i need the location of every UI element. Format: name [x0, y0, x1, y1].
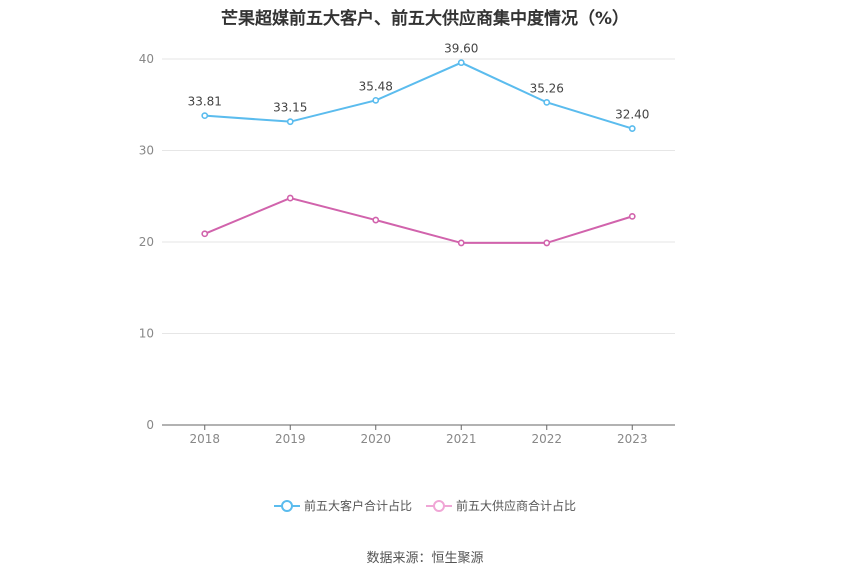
- data-point: [286, 118, 294, 126]
- legend-label-suppliers: 前五大供应商合计占比: [456, 499, 577, 513]
- x-tick-label: 2020: [360, 432, 391, 446]
- data-point: [543, 239, 551, 247]
- legend-dot-customers: [280, 499, 293, 512]
- legend-marker-customers: [273, 499, 300, 513]
- data-label: 33.81: [188, 95, 222, 109]
- data-label: 35.48: [359, 79, 393, 93]
- x-tick-label: 2018: [189, 432, 220, 446]
- legend-marker-suppliers: [426, 499, 452, 513]
- legend-item-customers[interactable]: 前五大客户合计占比: [273, 497, 412, 514]
- data-point: [628, 212, 636, 220]
- data-source: 数据来源：恒生聚源: [366, 551, 484, 566]
- x-tick-label: 2019: [275, 432, 306, 446]
- line-chart: 0 10 20 30 40 2018 2019 2020 2021 2022 2023 33.81 33…: [139, 42, 675, 446]
- data-point: [201, 230, 209, 238]
- data-label: 33.15: [273, 101, 307, 115]
- data-point: [286, 194, 294, 202]
- x-tick-label: 2022: [531, 432, 562, 446]
- data-point: [543, 98, 551, 106]
- data-point: [457, 59, 465, 67]
- y-tick-label: 10: [139, 327, 154, 341]
- x-tick-label: 2021: [446, 432, 477, 446]
- series-line-customers: [204, 61, 633, 130]
- legend-dot-suppliers: [433, 499, 445, 512]
- legend-item-suppliers[interactable]: 前五大供应商合计占比: [426, 497, 576, 514]
- data-label: 35.26: [530, 81, 564, 95]
- y-tick-label: 40: [139, 52, 154, 66]
- chart-title: 芒果超媒前五大客户、前五大供应商集中度情况（%）: [220, 9, 630, 29]
- legend-label-customers: 前五大客户合计占比: [303, 499, 412, 513]
- y-tick-label: 0: [146, 418, 154, 432]
- y-tick-label: 20: [139, 235, 154, 249]
- data-label: 32.40: [615, 108, 649, 122]
- series-line-suppliers: [204, 197, 633, 244]
- data-point: [457, 239, 465, 247]
- data-point: [201, 112, 209, 120]
- y-tick-label: 30: [139, 144, 154, 158]
- x-tick-label: 2023: [617, 432, 648, 446]
- data-point: [628, 125, 636, 132]
- data-label: 39.60: [444, 42, 478, 56]
- data-point: [372, 216, 380, 224]
- data-point: [372, 96, 380, 104]
- chart-legend: 前五大客户合计占比 前五大供应商合计占比: [0, 497, 850, 514]
